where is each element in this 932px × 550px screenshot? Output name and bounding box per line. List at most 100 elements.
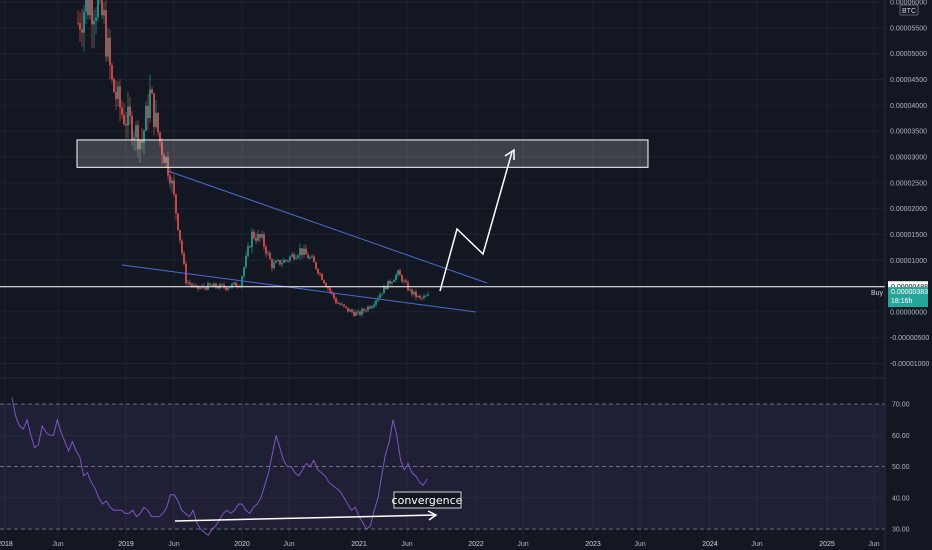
time-tick-label: 2021 [351, 541, 367, 548]
candle-body [93, 20, 95, 25]
candle-body [115, 92, 117, 100]
svg-text:0.00000383: 0.00000383 [891, 289, 928, 296]
candle-body [101, 0, 103, 16]
convergence-arrow[interactable] [174, 514, 436, 522]
candle-body [335, 298, 337, 304]
candle-body [419, 295, 421, 298]
candle-body [411, 289, 413, 295]
candle-body [103, 10, 105, 16]
candle-body [417, 295, 419, 298]
time-tick-label: 2023 [585, 541, 601, 548]
convergence-arrowhead [427, 510, 438, 521]
candle-body [415, 291, 417, 298]
candle-body [209, 283, 211, 285]
candle-body [295, 257, 297, 259]
wedge-upper-trendline[interactable] [167, 170, 488, 284]
candle-body [423, 296, 425, 298]
projected-path-arrow[interactable] [439, 151, 513, 292]
price-tick-label: 0.00000000 [890, 309, 927, 316]
price-axis[interactable]: 0.00006000 0.00005500 0.00005000 0.00004500… [890, 0, 929, 368]
time-tick-label: Jun [283, 541, 294, 548]
candle-body [373, 304, 375, 307]
candle-body [95, 17, 97, 21]
candle-body [351, 309, 353, 312]
candle-body [359, 311, 361, 315]
candle-body [77, 22, 79, 24]
candle-body [299, 248, 301, 256]
candle-body [287, 260, 289, 262]
candle-body [391, 281, 393, 284]
time-axis[interactable]: 2018 Jun 2019 Jun 2020 Jun 2021 Jun 2022 Jun 2023 J… [0, 541, 880, 548]
projected-path-arrowhead [504, 148, 515, 160]
candle-body [205, 287, 207, 290]
candle-body [289, 256, 291, 261]
time-tick-label: 2022 [468, 541, 484, 548]
price-tick-label: 0.00001500 [890, 232, 927, 239]
candle-body [133, 137, 135, 141]
candle-body [265, 246, 267, 254]
candle-body [421, 297, 423, 299]
candle-body [347, 307, 349, 312]
candle-body [127, 106, 129, 126]
wedge-lower-trendline[interactable] [121, 264, 477, 313]
candle-body [153, 93, 155, 127]
candle-body [371, 306, 373, 309]
candle-body [425, 295, 427, 297]
candle-body [327, 286, 329, 289]
candle-body [301, 248, 303, 255]
candle-body [379, 294, 381, 299]
price-tick-label: 0.00005000 [890, 51, 927, 58]
candle-body [397, 270, 399, 275]
time-tick-label: Jun [401, 541, 412, 548]
candle-body [121, 107, 123, 115]
price-tick-label: 0.00002500 [890, 180, 927, 187]
resistance-zone[interactable] [76, 139, 649, 168]
candle-body [409, 289, 411, 291]
candle-body [293, 254, 295, 259]
candle-body [345, 306, 347, 308]
candle-body [403, 280, 405, 282]
candle-body [227, 288, 229, 290]
candle-body [85, 0, 87, 12]
candle-body [163, 154, 165, 164]
price-tick-label: 0.00004500 [890, 77, 927, 84]
candle-body [159, 132, 161, 142]
candle-body [183, 253, 185, 264]
time-tick-label: 2025 [819, 541, 835, 548]
rsi-axis[interactable]: 70.00 60.00 50.00 40.00 30.00 [892, 402, 910, 534]
rsi-tick-label: 40.00 [892, 495, 910, 502]
candle-body [283, 260, 285, 263]
candle-body [139, 140, 141, 150]
candle-body [343, 304, 345, 307]
candle-body [145, 105, 147, 131]
candle-body [195, 285, 197, 287]
rsi-tick-label: 70.00 [892, 402, 910, 409]
candle-body [151, 89, 153, 94]
candle-body [167, 157, 169, 176]
candle-body [281, 262, 283, 265]
candle-body [387, 280, 389, 290]
candle-body [251, 231, 253, 248]
candle-body [367, 306, 369, 311]
candle-body [113, 79, 115, 93]
time-tick-label: Jun [517, 541, 528, 548]
candle-body [147, 105, 149, 118]
last-price-tag: 0.00000383 18:16h [888, 287, 928, 308]
candle-body [337, 303, 339, 304]
candle-body [217, 287, 219, 289]
candle-body [249, 246, 251, 248]
candle-body [125, 123, 127, 126]
candle-body [119, 86, 121, 108]
candle-body [285, 260, 287, 261]
candle-body [213, 283, 215, 287]
candle-body [253, 231, 255, 239]
candle-body [309, 257, 311, 259]
candle-body [325, 283, 327, 287]
candle-body [339, 303, 341, 305]
price-tick-label: 0.00003000 [890, 154, 927, 161]
candle-body [365, 310, 367, 312]
candle-body [329, 288, 331, 292]
rsi-tick-label: 30.00 [892, 527, 910, 534]
